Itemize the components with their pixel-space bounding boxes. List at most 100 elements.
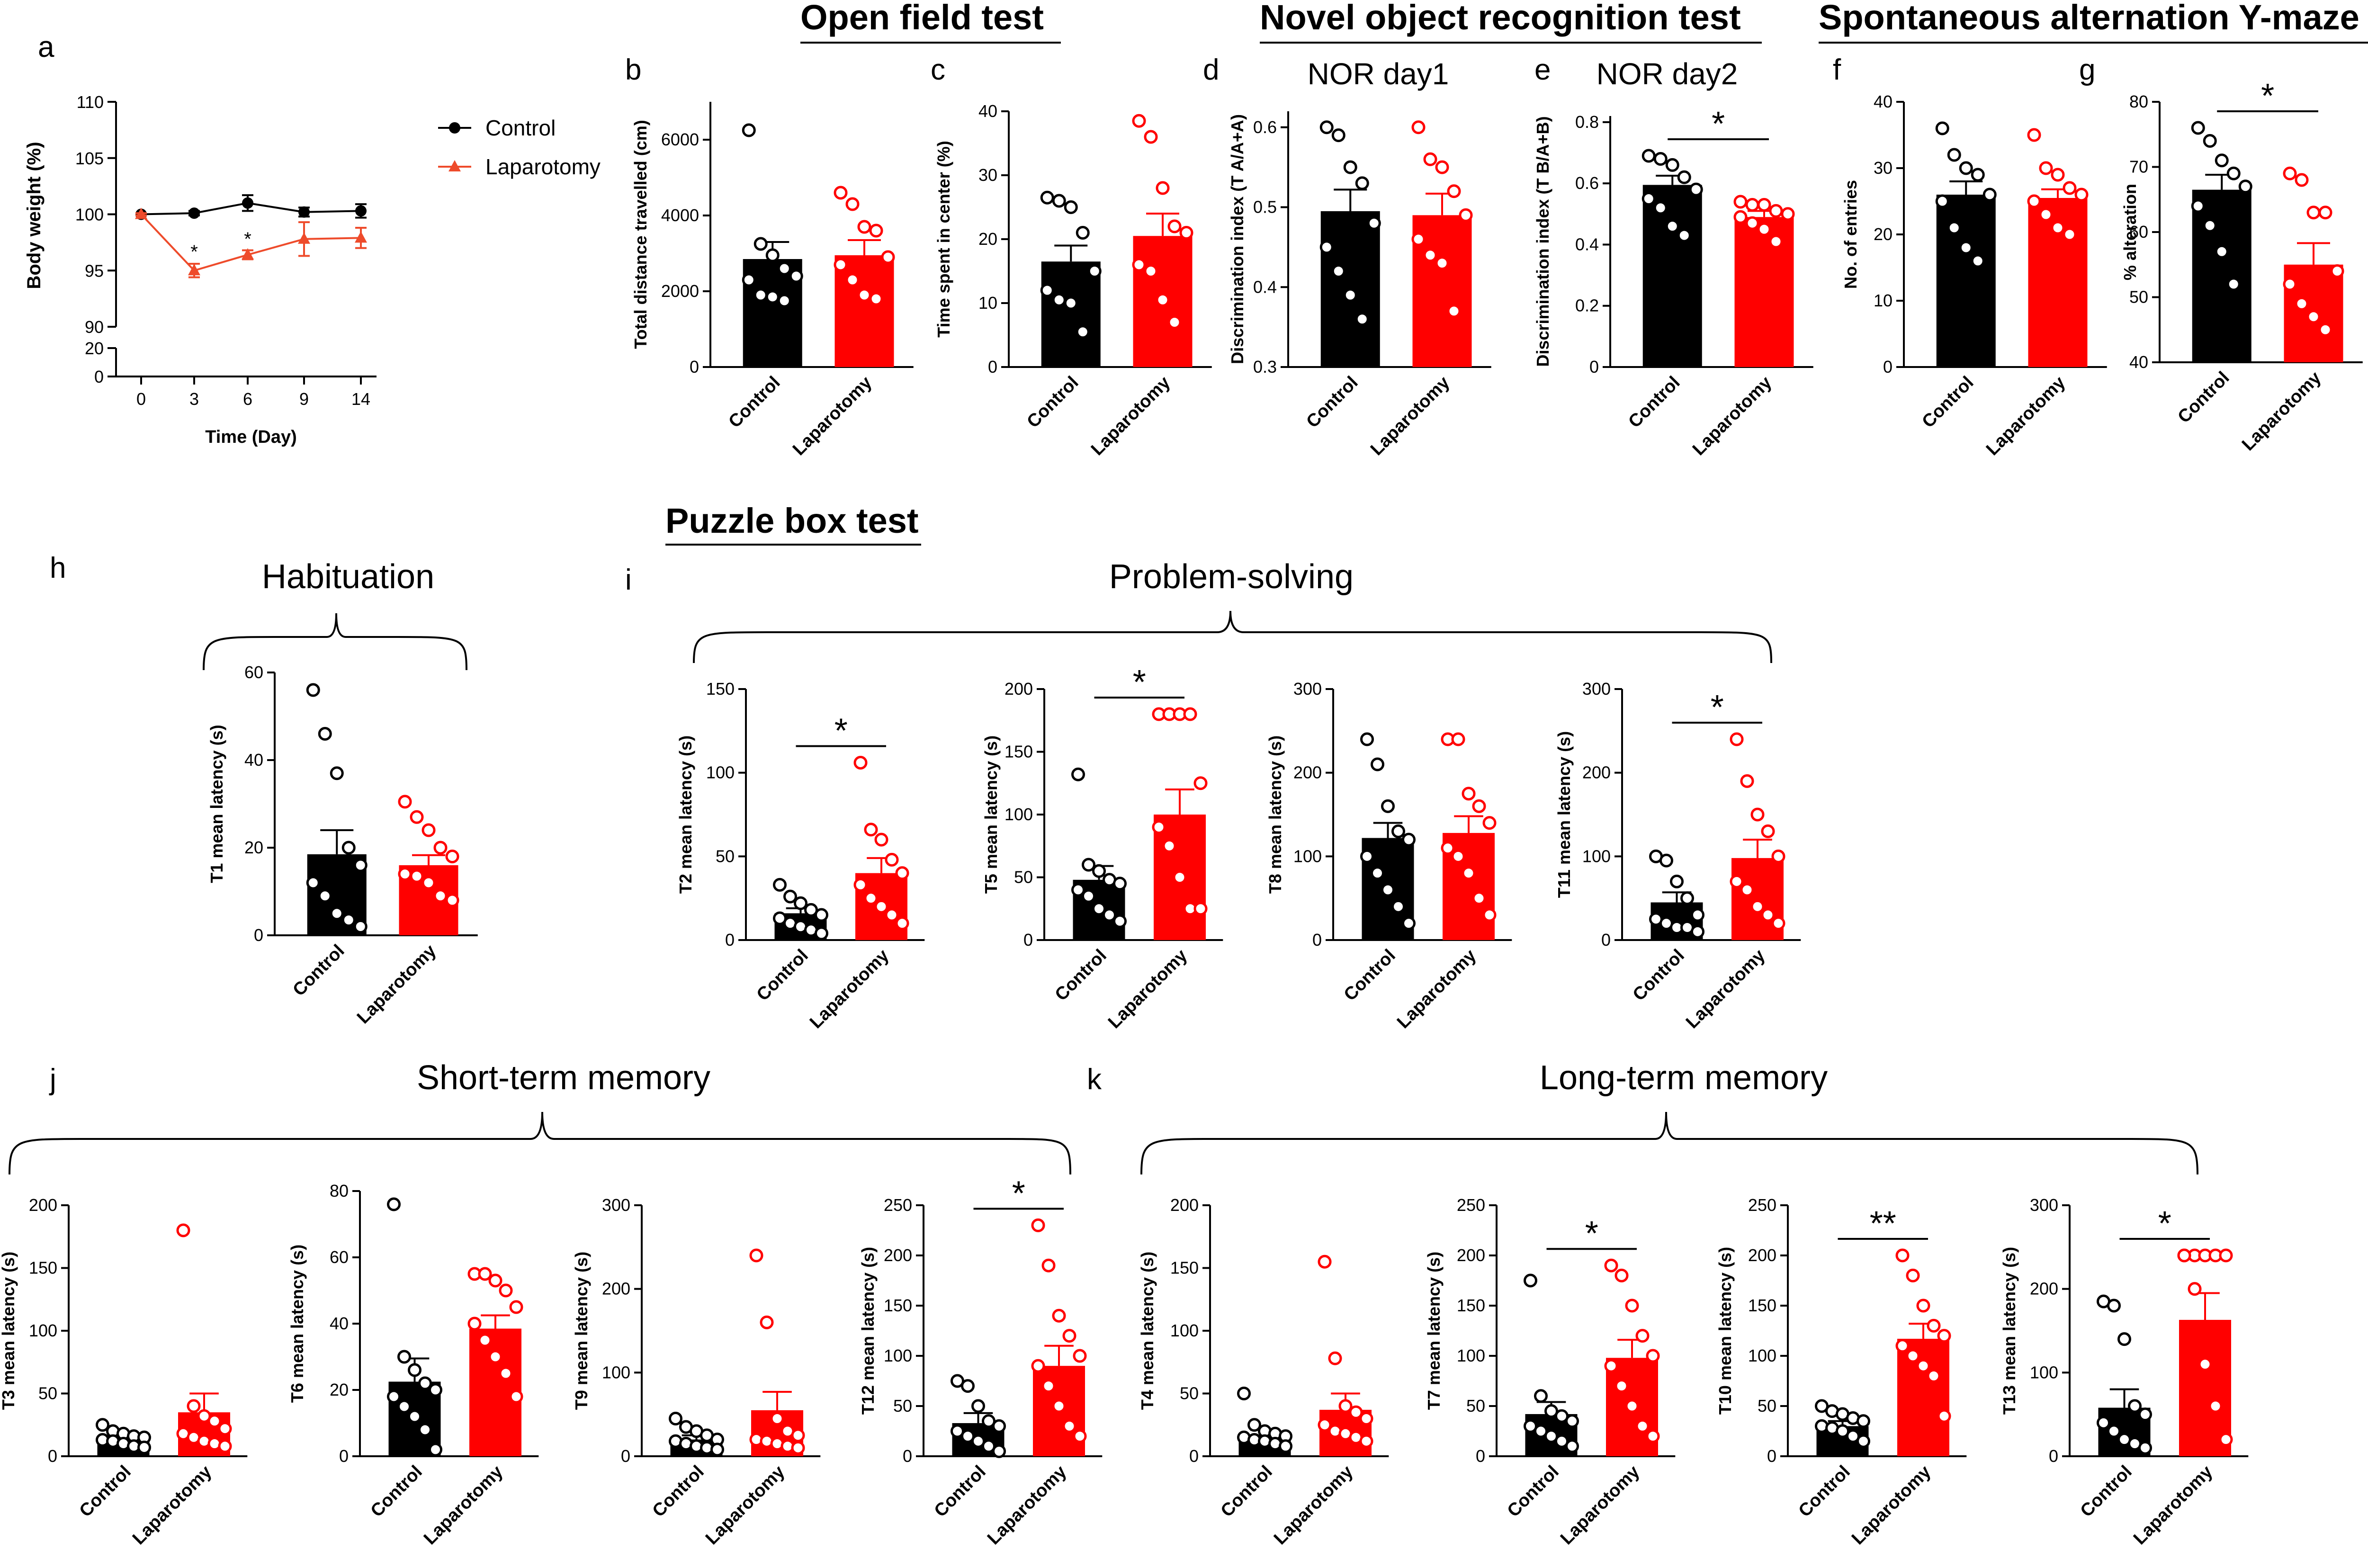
data-point: [1179, 226, 1193, 240]
panel-letters: a b c d e f g h i j k: [38, 31, 2095, 1096]
data-point: [1031, 1218, 1045, 1232]
data-point: [1691, 924, 1704, 939]
data-point: [2283, 277, 2297, 291]
y-axis-label: T6 mean latency (s): [287, 1245, 307, 1403]
category-label-control: Control: [1795, 1462, 1854, 1521]
y-tick-label: 90: [85, 317, 104, 337]
data-point: [2177, 1248, 2191, 1263]
y-tick-label: 0.6: [1253, 117, 1277, 137]
category-label-laparotomy: Laparotomy: [1689, 373, 1776, 459]
data-point: [2051, 221, 2065, 235]
y-tick-label: 0: [339, 1446, 349, 1466]
section-ymaze: Spontaneous alternation Y-maze test: [1819, 0, 2368, 37]
y-axis-label: T4 mean latency (s): [1138, 1252, 1157, 1410]
category-label-laparotomy: Laparotomy: [2238, 368, 2325, 455]
data-point: [864, 891, 878, 905]
data-point: [2191, 121, 2205, 135]
data-point: [137, 1440, 151, 1454]
y-tick-label: 10: [1874, 291, 1893, 310]
bar-control: [1936, 195, 1996, 367]
y-tick-label: 0.3: [1253, 357, 1277, 376]
data-point: [1402, 916, 1416, 931]
panel-letter-j: j: [49, 1063, 56, 1096]
y-tick-label: 50: [1758, 1396, 1776, 1416]
data-point: [1103, 908, 1116, 922]
data-point: [1031, 1359, 1045, 1373]
y-tick-label: 0: [1767, 1446, 1776, 1466]
y-tick-label: 0: [1601, 930, 1611, 950]
data-point: [509, 1300, 523, 1314]
data-point: [864, 823, 878, 837]
data-point: [1565, 1439, 1579, 1453]
data-point: [341, 841, 356, 855]
bar-chart-h: 0 20 40 60 T1 mean latency (s) Control Laparot…: [207, 663, 478, 1028]
chart-title: NOR day1: [1308, 57, 1449, 91]
data-point: [355, 205, 367, 217]
data-point: [857, 288, 871, 302]
data-point: [2117, 1332, 2131, 1346]
data-point: [2330, 264, 2344, 278]
data-point: [1319, 120, 1334, 134]
data-point: [1052, 1399, 1066, 1413]
data-point: [951, 1374, 964, 1388]
y-tick-label: 30: [1874, 158, 1893, 178]
y-axis-label: % alteration: [2120, 184, 2140, 280]
y-axis-label: T8 mean latency (s): [1265, 735, 1285, 894]
panel-letter-d: d: [1203, 54, 1219, 86]
y-tick-label: 60: [2129, 222, 2148, 242]
y-tick-label: 150: [1170, 1258, 1199, 1278]
data-point: [433, 889, 448, 903]
data-point: [1193, 902, 1208, 916]
data-point: [1441, 841, 1455, 855]
data-point: [1062, 1419, 1076, 1433]
data-point: [1677, 170, 1691, 184]
data-point: [1982, 188, 1997, 202]
y-tick-label: 200: [884, 1245, 912, 1265]
brace-habituation: [203, 613, 467, 671]
data-point: [2226, 166, 2241, 180]
significance-star: *: [1133, 663, 1146, 701]
category-label-laparotomy: Laparotomy: [806, 946, 893, 1032]
category-label-control: Control: [1624, 373, 1684, 432]
data-point: [2039, 207, 2053, 222]
y-axis-label: T7 mean latency (s): [1424, 1252, 1444, 1410]
data-point: [815, 926, 828, 941]
data-point: [197, 1409, 211, 1423]
data-point: [387, 1197, 401, 1211]
data-point: [1771, 849, 1785, 863]
data-point: [1451, 732, 1465, 746]
y-tick-label: 100: [706, 763, 735, 782]
panel-letter-g: g: [2079, 54, 2095, 86]
data-point: [992, 1419, 1006, 1433]
data-point: [1451, 849, 1465, 863]
data-point: [2138, 1407, 2152, 1422]
significance-star: *: [1711, 689, 1724, 726]
data-point: [773, 878, 787, 892]
bar-chart-d: 0.3 0.4 0.5 0.6 Discrimination index (T A/A+…: [1228, 57, 1491, 459]
y-tick-label: 0: [1883, 357, 1893, 376]
data-point: [1144, 130, 1158, 144]
y-tick-label: 60: [330, 1247, 349, 1267]
data-point: [410, 869, 424, 883]
data-point: [387, 1389, 401, 1404]
y-tick-label: 20: [1874, 224, 1893, 244]
data-point: [1040, 190, 1054, 205]
category-label-control: Control: [367, 1462, 426, 1521]
y-tick-label: 200: [1293, 763, 1322, 782]
y-tick-label: 40: [330, 1314, 349, 1333]
category-label-laparotomy: Laparotomy: [789, 373, 876, 459]
data-point: [2219, 1248, 2233, 1263]
y-tick-label: 100: [1170, 1321, 1199, 1340]
data-point: [2107, 1299, 2121, 1313]
data-point: [2295, 173, 2309, 187]
data-point: [1730, 732, 1744, 746]
data-point: [1745, 197, 1759, 212]
data-point: [874, 899, 888, 914]
data-point: [2039, 161, 2053, 175]
y-tick-label: 100: [1293, 846, 1322, 866]
data-point: [1659, 853, 1673, 868]
data-point: [353, 920, 368, 933]
data-point: [1615, 1268, 1629, 1282]
data-point: [1740, 883, 1754, 897]
